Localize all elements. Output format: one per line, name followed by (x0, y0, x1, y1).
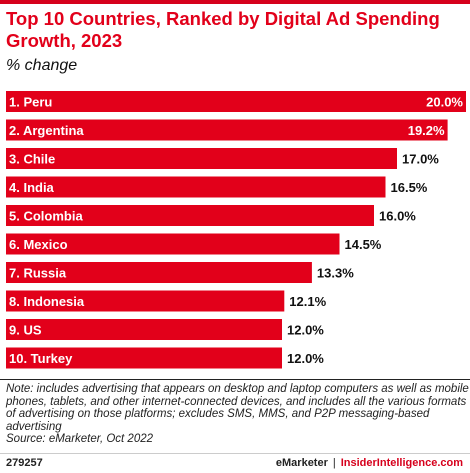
category-label: 7. Russia (9, 266, 67, 281)
source-line: Source: eMarketer, Oct 2022 (6, 433, 154, 446)
chart-title: Top 10 Countries, Ranked by Digital Ad S… (6, 8, 440, 51)
category-label: 4. India (9, 180, 55, 195)
note-line: Note: includes advertising that appears … (6, 383, 469, 395)
category-label: 10. Turkey (9, 351, 73, 366)
category-label: 9. US (9, 323, 42, 338)
bar (6, 91, 466, 112)
category-label: 2. Argentina (9, 123, 84, 138)
chart-note: Note: includes advertising that appears … (6, 383, 469, 446)
note-line: advertising (6, 420, 62, 433)
bar-chart: 1. Peru 20.0% 2. Argentina 19.2% 3. Chile 17.… (6, 91, 466, 369)
bar (6, 119, 448, 141)
bar (6, 347, 282, 369)
bar (6, 205, 374, 226)
bottom-rule (0, 453, 470, 454)
value-label: 14.5% (345, 237, 382, 252)
value-label: 13.3% (317, 266, 354, 281)
value-label: 12.1% (289, 294, 326, 309)
category-label: 5. Colombia (9, 209, 83, 224)
top-rule (0, 0, 470, 4)
category-label: 8. Indonesia (9, 294, 85, 309)
category-label: 1. Peru (9, 95, 52, 110)
note-line: of advertising on those platforms; exclu… (6, 408, 430, 421)
bar (6, 262, 312, 283)
brand-insiderintelligence[interactable]: InsiderIntelligence.com (340, 457, 463, 469)
note-line: phones, tablets, and other internet-conn… (6, 395, 467, 408)
category-label: 3. Chile (9, 152, 55, 167)
category-label: 6. Mexico (9, 237, 68, 252)
brand-credit: eMarketer | InsiderIntelligence.com (276, 457, 463, 469)
bar (6, 233, 340, 255)
chart-plot: 1. Peru 20.0% 2. Argentina 19.2% 3. Chile 17.… (0, 86, 470, 376)
brand-separator: | (332, 457, 336, 469)
chart-subtitle: % change (6, 57, 78, 74)
bar (6, 176, 386, 198)
value-label: 16.5% (391, 180, 428, 195)
value-label: 16.0% (379, 209, 416, 224)
bar (6, 290, 285, 312)
brand-emarketer: eMarketer (275, 457, 328, 469)
chart-id: 279257 (6, 457, 43, 469)
value-label: 12.0% (287, 323, 324, 338)
value-label: 17.0% (402, 152, 439, 167)
bar (6, 148, 397, 169)
footer-rule (0, 379, 470, 380)
value-label: 19.2% (408, 123, 445, 138)
value-label: 20.0% (426, 95, 463, 110)
bar (6, 319, 282, 340)
value-label: 12.0% (287, 351, 324, 366)
